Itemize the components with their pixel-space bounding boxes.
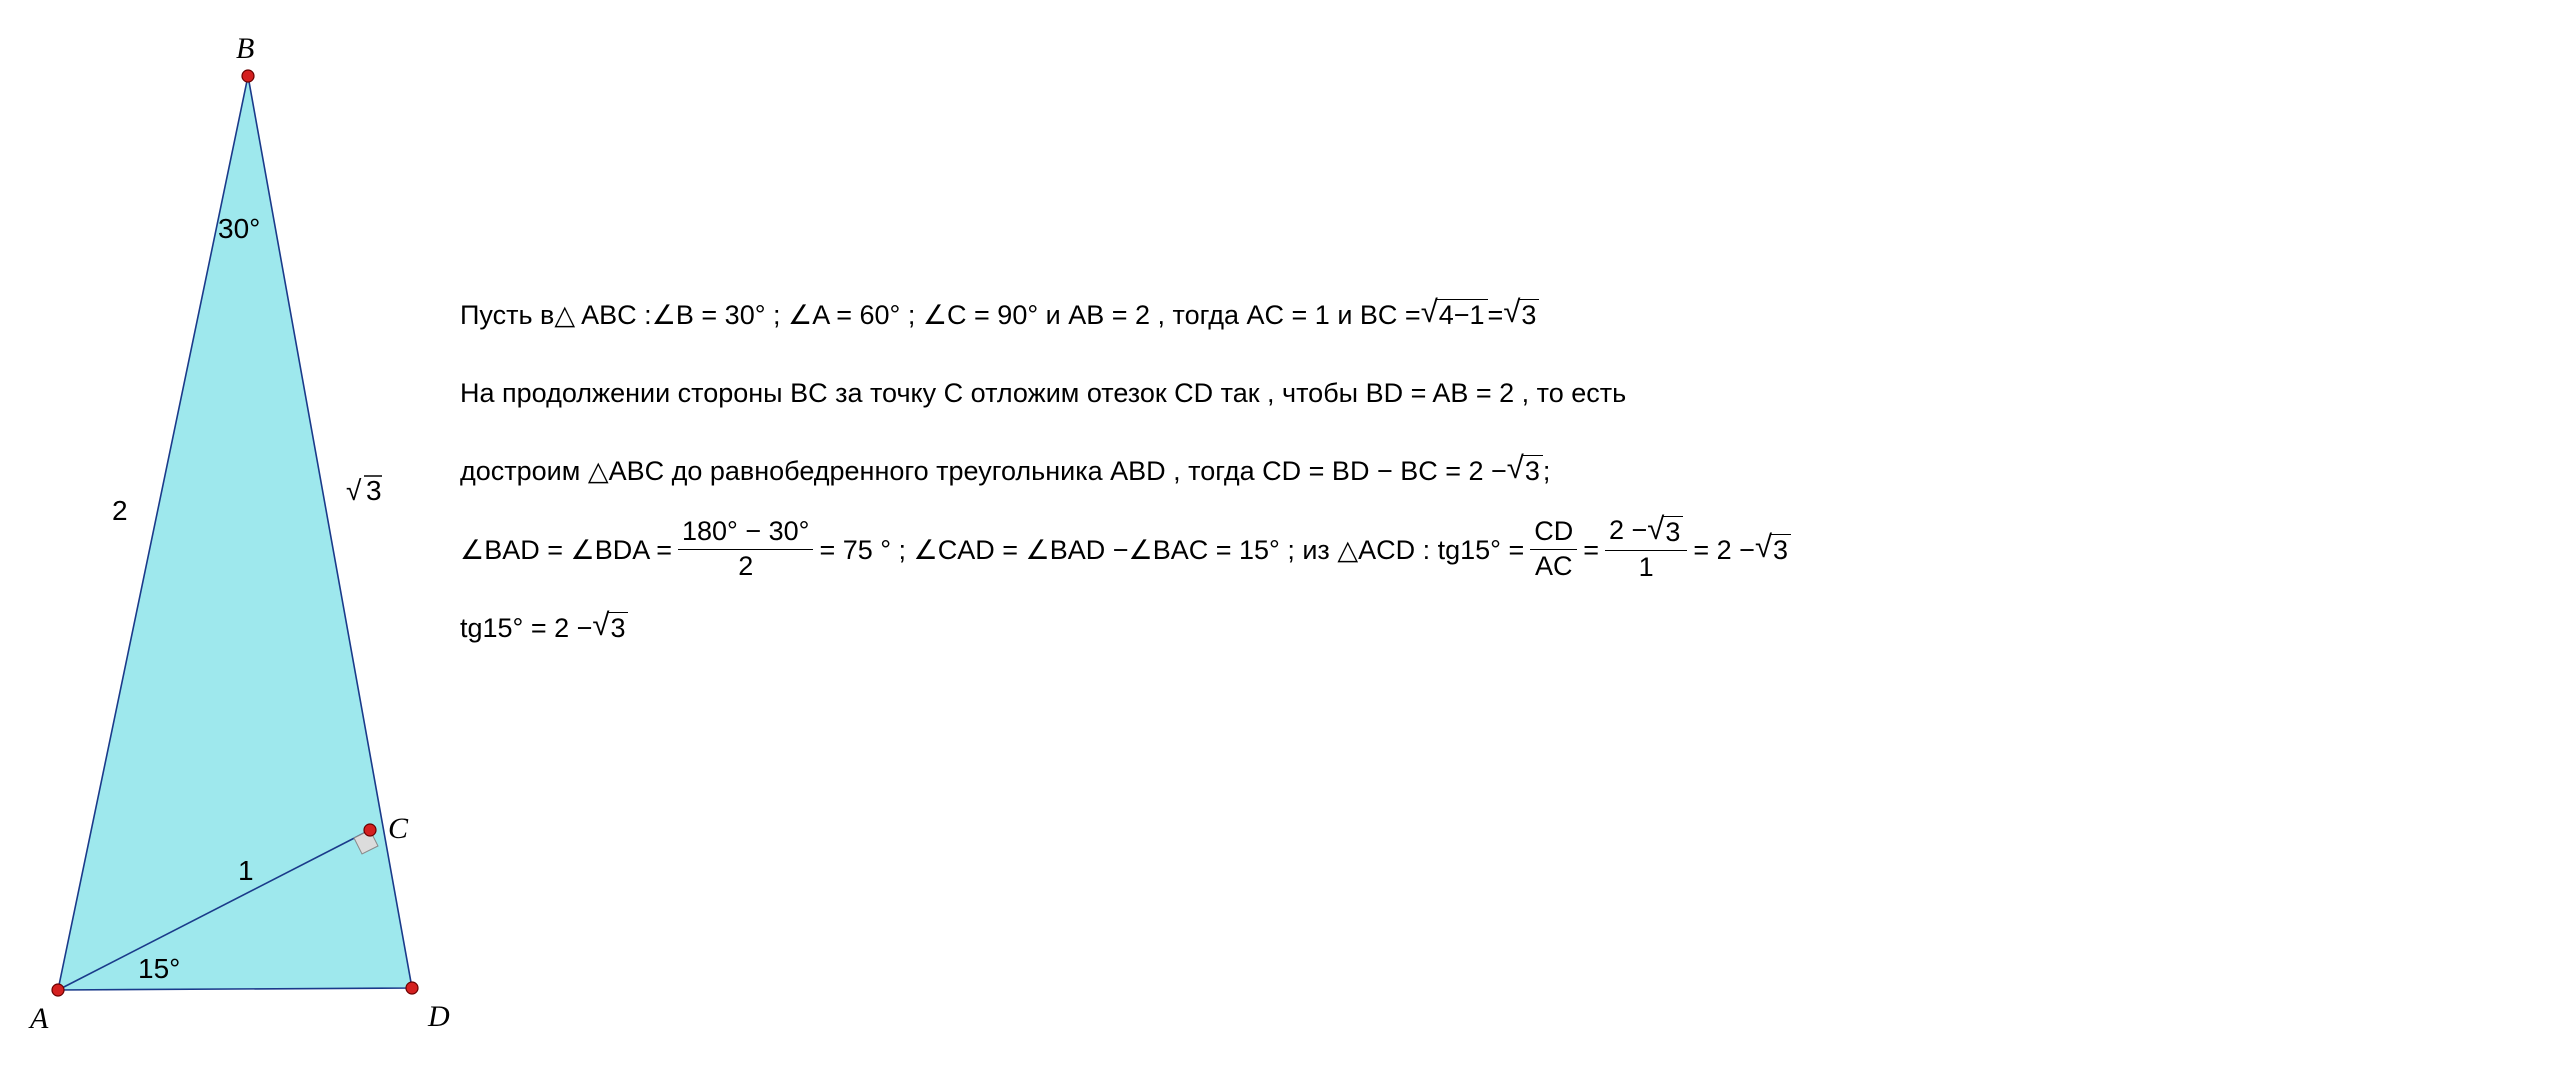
text-span: = <box>1583 515 1599 585</box>
text-span: ∠BAD = ∠BDA = <box>460 515 672 585</box>
numerator: 180° − 30° <box>678 517 813 547</box>
sqrt-expr: √3 <box>1755 534 1791 566</box>
sqrt-expr: √3 <box>1647 516 1683 548</box>
label-angle-a: 15° <box>138 953 180 984</box>
diagram-svg: A B C D 30° 15° 2 1 √ 3 <box>20 20 460 1070</box>
sqrt-expr: √4−1 <box>1421 299 1488 331</box>
radicand: 3 <box>607 612 628 644</box>
point-d <box>406 982 418 994</box>
point-a <box>52 984 64 996</box>
radicand: 3 <box>1770 534 1791 566</box>
text-span: ; <box>1543 436 1551 506</box>
text-span: tg15° = 2 − <box>460 593 592 663</box>
text-span: = 2 − <box>1693 515 1755 585</box>
label-side-ac: 1 <box>238 855 254 886</box>
denominator: AC <box>1531 552 1577 582</box>
sqrt-expr: √3 <box>1507 455 1543 487</box>
text-span: = <box>1488 280 1504 350</box>
proof-line-2: На продолжении стороны BC за точку C отл… <box>460 358 2520 428</box>
text-span: ∠B = 30° ; ∠A = 60° ; ∠C = 90° и AB = 2 … <box>652 280 1421 350</box>
sqrt-expr: √3 <box>592 612 628 644</box>
fraction: 2 −√3 1 <box>1605 516 1687 583</box>
label-point-c: C <box>388 812 409 845</box>
label-point-a: A <box>28 1002 49 1035</box>
numerator: CD <box>1530 517 1577 547</box>
text-span: На продолжении стороны BC за точку C отл… <box>460 358 1626 428</box>
proof-line-5: tg15° = 2 − √3 <box>460 593 2520 663</box>
numerator: 2 −√3 <box>1605 516 1687 548</box>
proof-line-1: Пусть в △ ABC : ∠B = 30° ; ∠A = 60° ; ∠C… <box>460 280 2520 350</box>
fraction: 180° − 30° 2 <box>678 517 813 581</box>
label-point-d: D <box>427 1000 450 1033</box>
svg-text:√: √ <box>346 475 362 506</box>
point-b <box>242 70 254 82</box>
text-span: △ ABC : <box>554 280 651 350</box>
radicand: 4−1 <box>1436 299 1488 331</box>
radicand: 3 <box>1518 299 1539 331</box>
fraction: CD AC <box>1530 517 1577 581</box>
radicand: 3 <box>1522 455 1543 487</box>
label-point-b: B <box>236 32 254 65</box>
label-side-ab: 2 <box>112 495 128 526</box>
text-span: достроим △ABC до равнобедренного треугол… <box>460 436 1507 506</box>
geometry-diagram: A B C D 30° 15° 2 1 √ 3 <box>20 20 460 1070</box>
proof-line-3: достроим △ABC до равнобедренного треугол… <box>460 436 2520 506</box>
label-side-bc: √ 3 <box>346 475 382 506</box>
proof-line-4: ∠BAD = ∠BDA = 180° − 30° 2 = 75 ° ; ∠CAD… <box>460 515 2520 585</box>
denominator: 2 <box>734 552 757 582</box>
svg-text:3: 3 <box>366 475 382 506</box>
point-c <box>364 824 376 836</box>
denominator: 1 <box>1635 553 1658 583</box>
text-span: = 75 ° ; ∠CAD = ∠BAD −∠BAC = 15° ; из △A… <box>819 515 1524 585</box>
sqrt-expr: √3 <box>1503 299 1539 331</box>
label-angle-b: 30° <box>218 213 260 244</box>
text-span: Пусть в <box>460 280 554 350</box>
text-span: 2 − <box>1609 515 1647 545</box>
radicand: 3 <box>1662 516 1683 548</box>
proof-text: Пусть в △ ABC : ∠B = 30° ; ∠A = 60° ; ∠C… <box>460 280 2520 671</box>
